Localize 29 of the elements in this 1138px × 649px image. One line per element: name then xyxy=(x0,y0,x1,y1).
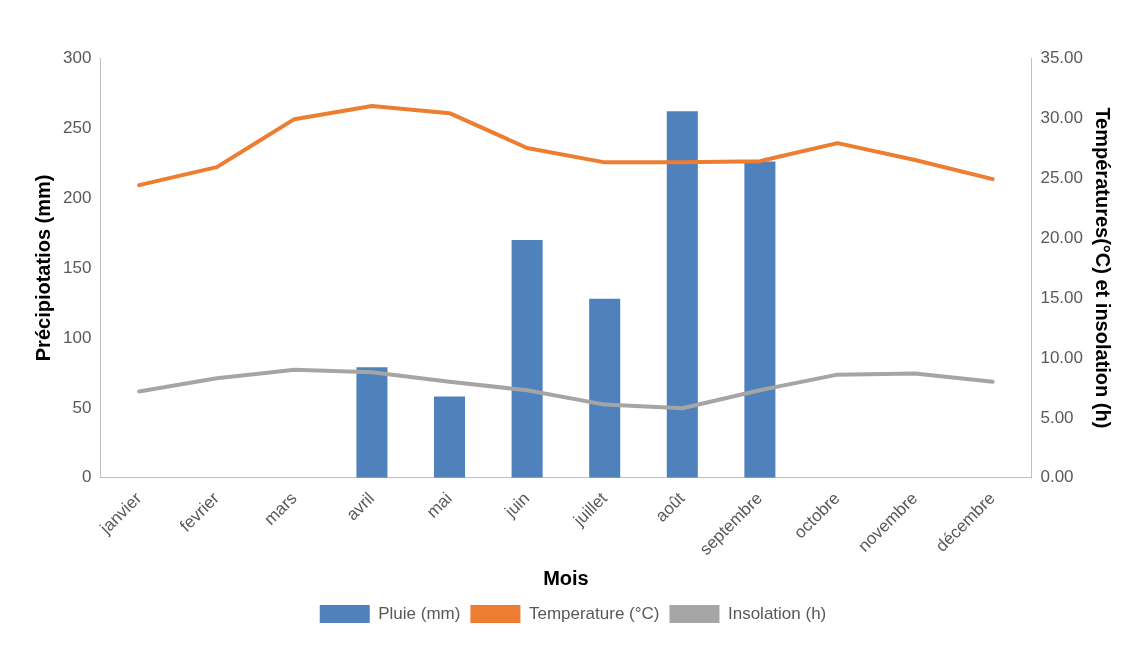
legend-label: Pluie (mm) xyxy=(378,603,461,623)
legend-label: Insolation (h) xyxy=(727,603,827,623)
y-tick-label: 0 xyxy=(81,467,92,487)
y-tick-label: 100 xyxy=(62,327,92,347)
y2-tick-label: 35.00 xyxy=(1040,47,1084,67)
bar xyxy=(511,239,543,478)
y2-tick-label: 15.00 xyxy=(1040,287,1084,307)
bar xyxy=(356,367,388,478)
y-axis-title: Précipiotatios (mm) xyxy=(31,174,54,362)
x-tick-label: mai xyxy=(422,488,456,522)
y2-tick-label: 20.00 xyxy=(1040,227,1084,247)
y2-tick-label: 5.00 xyxy=(1040,407,1074,427)
y-tick-label: 250 xyxy=(62,117,92,137)
x-axis-title: Mois xyxy=(543,566,589,589)
y2-tick-label: 25.00 xyxy=(1040,167,1084,187)
y2-tick-label: 10.00 xyxy=(1040,347,1084,367)
y2-tick-label: 0.00 xyxy=(1040,467,1074,487)
y-tick-label: 50 xyxy=(72,397,92,417)
bar xyxy=(434,396,466,478)
y2-tick-label: 30.00 xyxy=(1040,107,1084,127)
bar xyxy=(666,111,698,478)
bar xyxy=(744,161,776,478)
legend-label: Temperature (°C) xyxy=(528,603,660,623)
bar xyxy=(589,298,621,478)
y-tick-label: 200 xyxy=(62,187,92,207)
y-tick-label: 150 xyxy=(62,257,92,277)
y-tick-label: 300 xyxy=(62,47,92,67)
x-tick-label: juin xyxy=(500,488,534,522)
y2-axis-title: Températures(°C) et insolation (h) xyxy=(1092,107,1115,429)
